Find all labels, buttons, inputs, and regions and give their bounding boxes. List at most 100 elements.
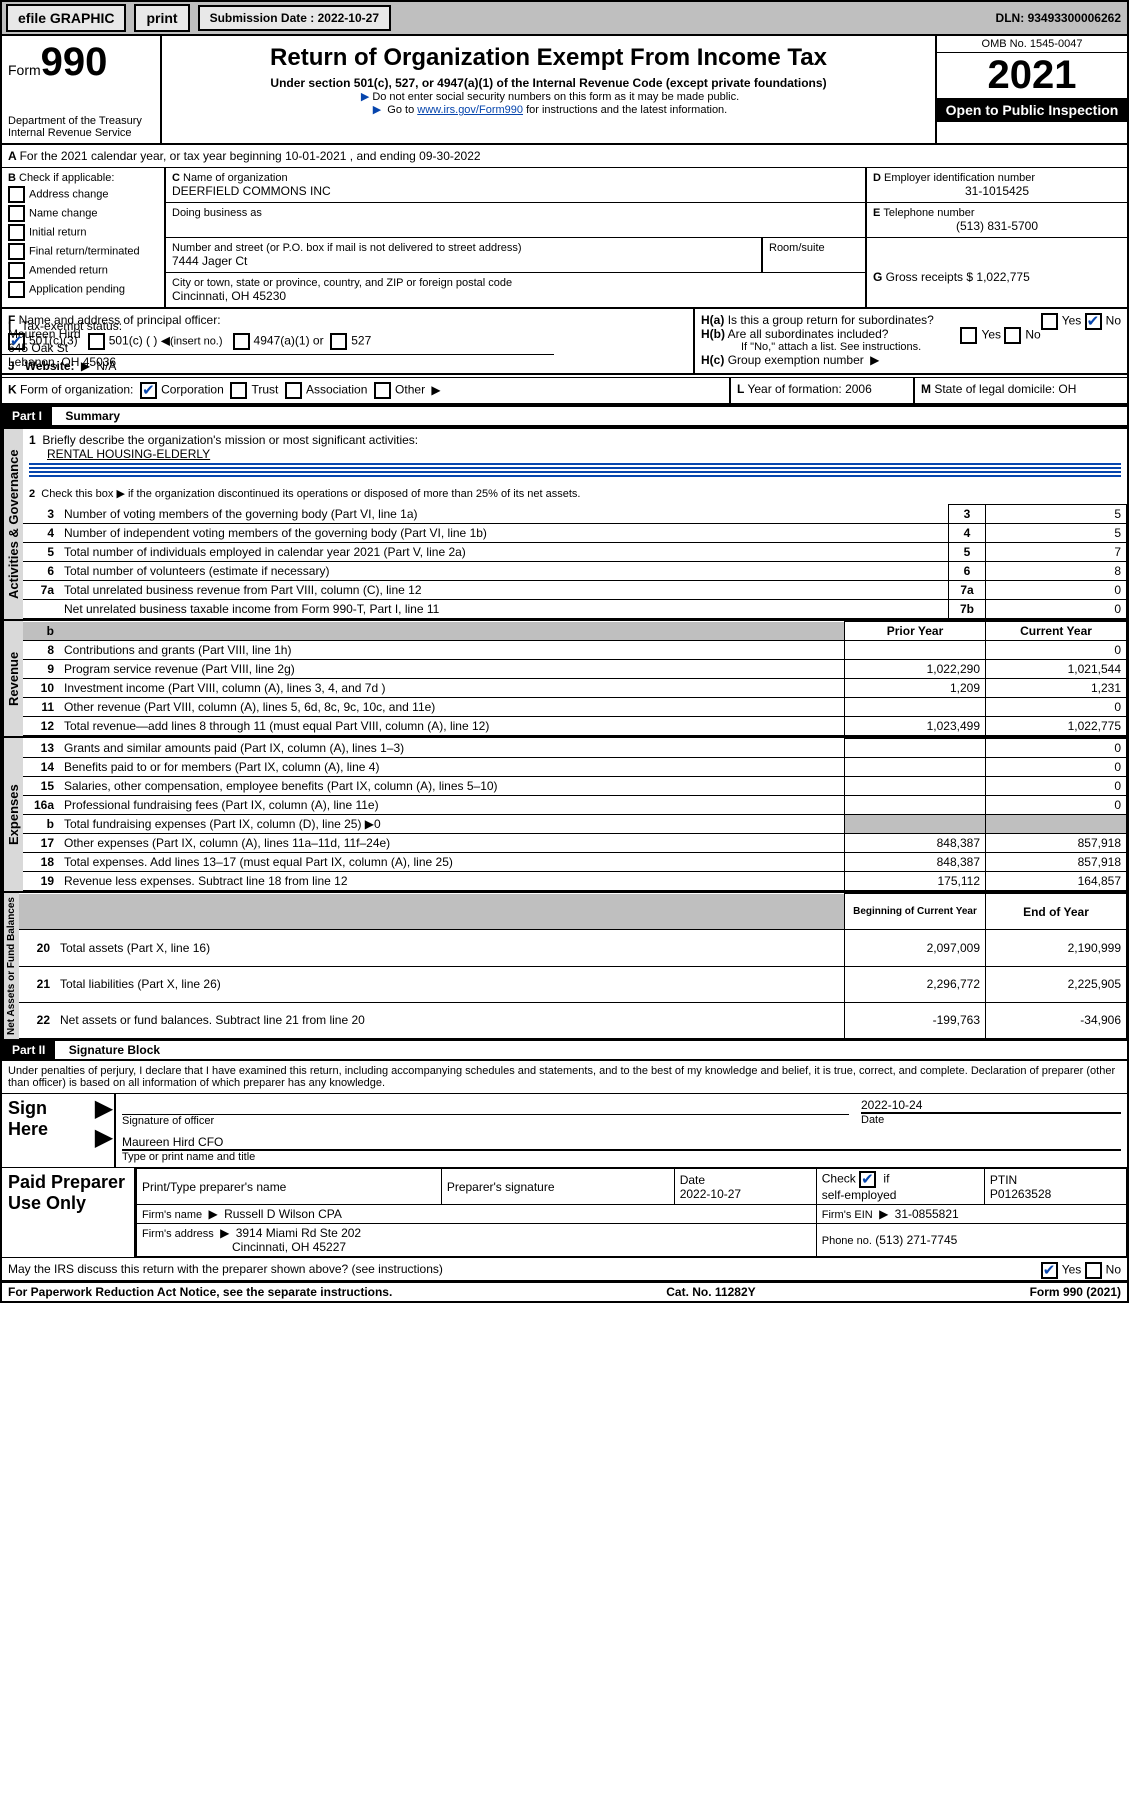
- checkbox-final-return[interactable]: [8, 243, 25, 260]
- phone-label: Telephone number: [883, 207, 974, 219]
- line-text: Professional fundraising fees (Part IX, …: [59, 796, 845, 815]
- table-row: 9Program service revenue (Part VIII, lin…: [23, 660, 1127, 679]
- hb-label: Are all subordinates included?: [728, 327, 889, 341]
- checkbox-amended[interactable]: [8, 262, 25, 279]
- preparer-date-label: Date: [680, 1173, 705, 1187]
- sign-date-value: 2022-10-24: [861, 1098, 1121, 1112]
- checkbox-self-employed[interactable]: [859, 1171, 876, 1188]
- tax-year: 2021: [937, 53, 1127, 98]
- dln-label: DLN:: [996, 11, 1025, 25]
- hc-label: Group exemption number: [728, 353, 864, 367]
- curr-val: 857,918: [986, 834, 1127, 853]
- arrow-icon: [370, 104, 384, 116]
- lineno: [23, 600, 59, 619]
- opt-assoc: Association: [306, 383, 367, 397]
- topbar: efile GRAPHIC print Submission Date : 20…: [2, 2, 1127, 36]
- lineno: 3: [23, 505, 59, 524]
- org-name-label: Name of organization: [183, 172, 288, 184]
- form-label: Form: [8, 62, 41, 78]
- line-text: Net unrelated business taxable income fr…: [59, 600, 949, 619]
- checkbox-discuss-yes[interactable]: [1041, 1262, 1058, 1279]
- open-to-public: Open to Public Inspection: [937, 98, 1127, 122]
- paid-preparer-label: Paid Preparer Use Only: [2, 1168, 134, 1257]
- curr-val: 164,857: [986, 872, 1127, 891]
- line-text: Total revenue—add lines 8 through 11 (mu…: [59, 717, 845, 736]
- section-a: A For the 2021 calendar year, or tax yea…: [2, 145, 1127, 168]
- arrow-icon: [206, 1207, 221, 1221]
- state-domicile-label: State of legal domicile:: [934, 382, 1055, 396]
- checkbox-ha-yes[interactable]: [1041, 313, 1058, 330]
- curr-val: 0: [986, 641, 1127, 660]
- checkbox-4947[interactable]: [233, 333, 250, 350]
- checkbox-527[interactable]: [330, 333, 347, 350]
- part2-title: Part II: [2, 1041, 55, 1059]
- self-employed-label: Check: [822, 1172, 859, 1186]
- prior-val: 2,097,009: [845, 930, 986, 966]
- checkbox-address-change[interactable]: [8, 186, 25, 203]
- page-footer: For Paperwork Reduction Act Notice, see …: [2, 1281, 1127, 1301]
- curr-val: 1,231: [986, 679, 1127, 698]
- checkbox-corp[interactable]: [140, 382, 157, 399]
- prior-val: 1,022,290: [845, 660, 986, 679]
- prior-val: [845, 758, 986, 777]
- checkbox-ha-no[interactable]: [1085, 313, 1102, 330]
- lineno: 12: [23, 717, 59, 736]
- checkbox-initial-return[interactable]: [8, 224, 25, 241]
- curr-val: -34,906: [986, 1002, 1127, 1038]
- table-row: Firm's address 3914 Miami Rd Ste 202Cinc…: [137, 1224, 1127, 1257]
- arrow-icon: [358, 91, 372, 103]
- firm-addr2: Cincinnati, OH 45227: [232, 1240, 346, 1254]
- line-text: Total unrelated business revenue from Pa…: [59, 581, 949, 600]
- firm-ein-label: Firm's EIN: [822, 1209, 873, 1221]
- firm-name-label: Firm's name: [142, 1209, 202, 1221]
- ptin-label: PTIN: [990, 1173, 1017, 1187]
- expenses-section: Expenses 13Grants and similar amounts pa…: [2, 736, 1127, 891]
- omb-number: OMB No. 1545-0047: [937, 36, 1127, 53]
- curr-val: 2,225,905: [986, 966, 1127, 1002]
- checkbox-app-pending[interactable]: [8, 281, 25, 298]
- part1-header: Part I Summary: [2, 405, 1127, 427]
- table-row: 21Total liabilities (Part X, line 26)2,2…: [19, 966, 1127, 1002]
- checkbox-hb-no[interactable]: [1004, 327, 1021, 344]
- prior-year-header: Prior Year: [845, 622, 986, 641]
- note-goto-post: for instructions and the latest informat…: [523, 104, 727, 116]
- irs-link[interactable]: www.irs.gov/Form990: [417, 104, 523, 116]
- print-button[interactable]: print: [134, 4, 189, 32]
- efile-button[interactable]: efile GRAPHIC: [6, 4, 126, 32]
- table-row: Net unrelated business taxable income fr…: [23, 600, 1127, 619]
- curr-val: 0: [986, 739, 1127, 758]
- line-text: Total expenses. Add lines 13–17 (must eq…: [59, 853, 845, 872]
- firm-name: Russell D Wilson CPA: [224, 1207, 342, 1221]
- discuss-line: May the IRS discuss this return with the…: [2, 1258, 1127, 1281]
- table-row: 18Total expenses. Add lines 13–17 (must …: [23, 853, 1127, 872]
- checkbox-501c[interactable]: [88, 333, 105, 350]
- sign-arrow-icon: ▶▶: [94, 1094, 116, 1167]
- checkbox-other[interactable]: [374, 382, 391, 399]
- line-text: Revenue less expenses. Subtract line 18 …: [59, 872, 845, 891]
- current-year-header: Current Year: [986, 622, 1127, 641]
- opt-app-pending: Application pending: [29, 283, 125, 295]
- line-idx: 3: [949, 505, 986, 524]
- table-row: 4Number of independent voting members of…: [23, 524, 1127, 543]
- table-row: 3Number of voting members of the governi…: [23, 505, 1127, 524]
- table-row: 17Other expenses (Part IX, column (A), l…: [23, 834, 1127, 853]
- prior-val: -199,763: [845, 1002, 986, 1038]
- line-text: Total assets (Part X, line 16): [55, 930, 845, 966]
- opt-initial-return: Initial return: [29, 226, 86, 238]
- checkbox-assoc[interactable]: [285, 382, 302, 399]
- checkbox-hb-yes[interactable]: [960, 327, 977, 344]
- arrow-icon: [217, 1226, 232, 1240]
- form-990-page: efile GRAPHIC print Submission Date : 20…: [0, 0, 1129, 1303]
- checkbox-discuss-no[interactable]: [1085, 1262, 1102, 1279]
- opt-527: 527: [351, 334, 371, 348]
- checkbox-name-change[interactable]: [8, 205, 25, 222]
- checkbox-501c3[interactable]: [8, 333, 25, 350]
- header-row: Beginning of Current YearEnd of Year: [19, 894, 1127, 930]
- checkbox-trust[interactable]: [230, 382, 247, 399]
- sections-bcdefg: B Check if applicable: Address change Na…: [2, 168, 1127, 309]
- prior-val: 848,387: [845, 834, 986, 853]
- opt-final-return: Final return/terminated: [29, 245, 140, 257]
- curr-val: 857,918: [986, 853, 1127, 872]
- lineno: 14: [23, 758, 59, 777]
- lineno: 10: [23, 679, 59, 698]
